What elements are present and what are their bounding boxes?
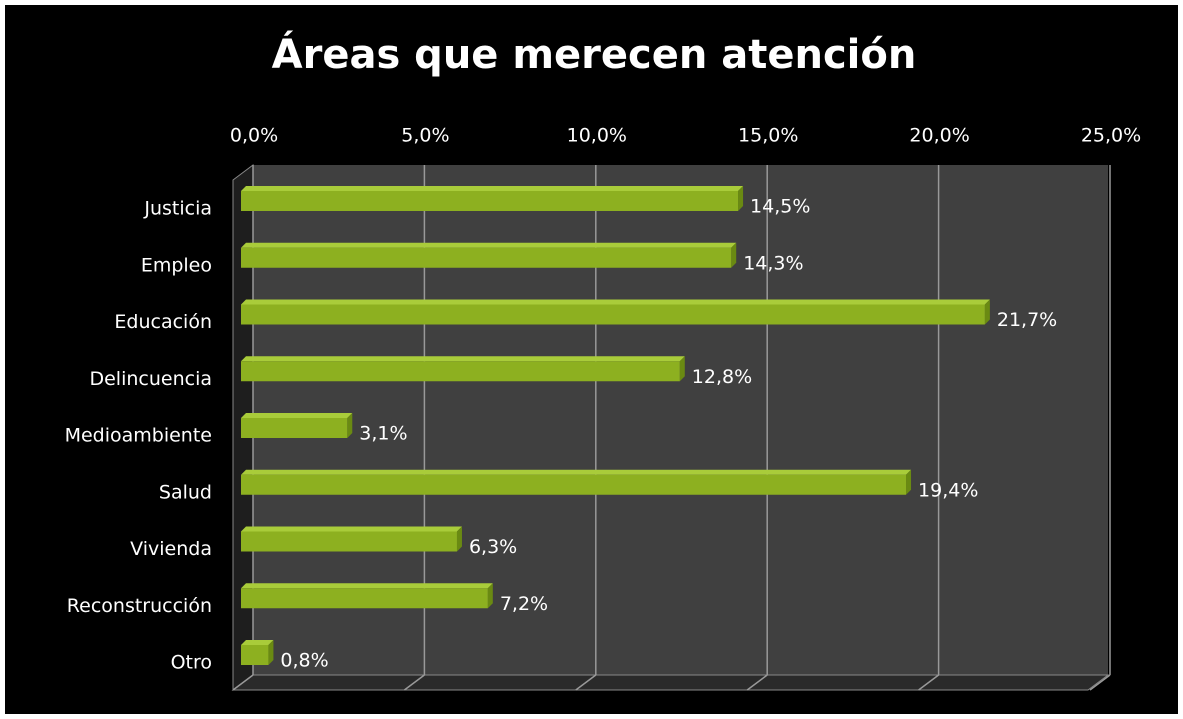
y-tick-label: Empleo [141,254,212,276]
bar-top [241,186,744,191]
floor-line [1089,674,1111,691]
x-tick-label: 20,0% [909,125,969,147]
y-tick-label: Justicia [143,198,212,220]
bar [241,418,348,438]
bar-side [347,413,353,438]
value-label: 6,3% [469,536,517,558]
back-wall [253,165,1108,675]
x-tick-label: 15,0% [738,125,798,147]
bar [241,247,732,268]
y-tick-label: Educación [114,311,212,333]
x-tick-label: 0,0% [230,125,278,147]
y-tick-label: Reconstrucción [67,595,212,617]
floor-line [918,674,940,691]
value-label: 7,2% [500,593,548,615]
floor-line [575,674,597,691]
bar-side [906,469,912,495]
bar-side [487,583,493,609]
bar [241,361,680,382]
x-tick-label: 25,0% [1081,125,1141,147]
x-tick-label: 5,0% [401,125,449,147]
y-tick-label: Medioambiente [65,425,212,447]
y-tick-label: Vivienda [130,538,212,560]
bar-top [241,526,462,532]
bar-top [241,640,274,645]
bar-side [456,526,462,552]
bar-top [241,356,685,362]
bar [241,531,457,552]
value-label: 14,3% [743,252,803,274]
value-label: 0,8% [280,650,328,672]
bar [241,304,985,325]
bar-top [241,469,912,475]
floor-line [403,674,425,691]
bar-side [984,299,990,325]
bar-top [241,242,737,248]
bar-side [679,356,685,382]
bar-side [268,640,274,665]
floor-line [746,674,768,691]
bar [241,588,488,609]
value-label: 21,7% [997,309,1057,331]
value-label: 3,1% [359,423,407,445]
bar [241,474,907,495]
floor-line [232,674,254,691]
chart-title: Áreas que merecen atención [272,30,917,78]
y-tick-label: Delincuencia [89,368,212,390]
floor [231,674,1110,691]
bar-top [241,299,990,305]
bar [241,191,739,211]
bar-side [731,242,737,268]
bar-side [738,186,744,211]
x-tick-label: 10,0% [567,125,627,147]
y-tick-label: Otro [171,652,212,674]
value-label: 19,4% [918,479,978,501]
y-tick-label: Salud [159,481,212,503]
value-label: 12,8% [692,366,752,388]
value-label: 14,5% [750,196,810,218]
bar [241,645,269,665]
bar-top [241,413,353,418]
bar-top [241,583,493,589]
